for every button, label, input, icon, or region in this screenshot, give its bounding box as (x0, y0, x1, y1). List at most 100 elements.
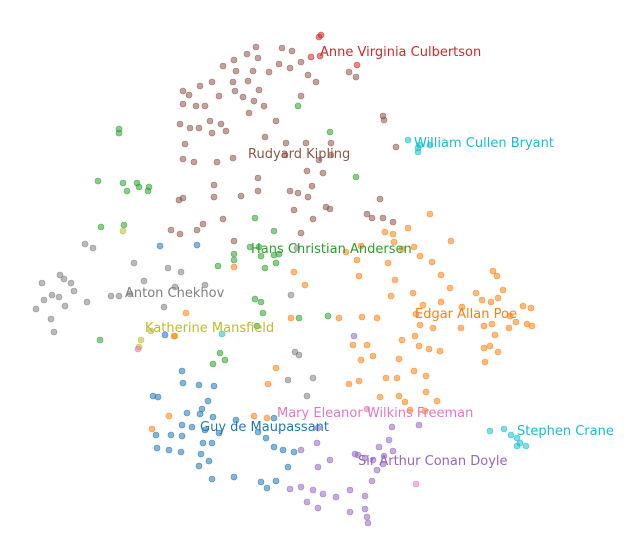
data-point (89, 244, 97, 252)
data-point (286, 485, 294, 493)
data-point (209, 360, 217, 368)
data-point (243, 50, 251, 58)
data-point (414, 148, 422, 156)
data-point (55, 293, 63, 301)
data-point (412, 310, 420, 318)
data-point (263, 414, 271, 422)
cluster-label-rudyard-kipling: Rudyard Kipling (248, 147, 350, 162)
data-point (494, 294, 502, 302)
data-point (297, 446, 305, 454)
data-point (178, 432, 186, 440)
data-point (179, 379, 187, 387)
data-point (390, 238, 398, 246)
data-point (222, 127, 230, 135)
data-point (246, 243, 254, 251)
data-point (130, 259, 138, 267)
data-point (205, 457, 213, 465)
data-point (519, 302, 527, 310)
data-point (251, 295, 259, 303)
data-point (123, 187, 131, 195)
data-point (154, 393, 162, 401)
data-point (364, 519, 372, 527)
data-point (239, 93, 247, 101)
data-point (254, 174, 262, 182)
data-point (270, 227, 278, 235)
data-point (270, 414, 278, 422)
data-point (60, 275, 68, 283)
data-point (401, 398, 409, 406)
data-point (206, 117, 214, 125)
data-point (221, 356, 229, 364)
data-point (81, 240, 89, 248)
data-point (478, 296, 486, 304)
data-point (416, 321, 424, 329)
data-point (488, 320, 496, 328)
data-point (281, 151, 289, 159)
data-point (426, 210, 434, 218)
data-point (494, 348, 502, 356)
data-point (446, 284, 454, 292)
cluster-label-katherine-mansfield: Katherine Mansfield (145, 321, 274, 336)
data-point (437, 271, 445, 279)
data-point (254, 54, 262, 62)
data-point (275, 250, 283, 258)
data-point (176, 230, 184, 238)
data-point (152, 431, 160, 439)
data-point (294, 102, 302, 110)
data-point (178, 421, 186, 429)
data-point (382, 374, 390, 382)
data-point (355, 272, 363, 280)
data-point (115, 292, 123, 300)
data-point (177, 268, 185, 276)
data-point (480, 344, 488, 352)
data-point (481, 358, 489, 366)
data-point (83, 298, 91, 306)
data-point (120, 221, 128, 229)
data-point (290, 206, 298, 214)
data-point (177, 448, 185, 456)
data-point (303, 392, 311, 400)
cluster-label-anton-chekhov: Anton Chekhov (125, 286, 225, 301)
data-point (147, 327, 155, 335)
data-point (201, 281, 209, 289)
data-point (346, 508, 354, 516)
data-point (392, 143, 400, 151)
data-point (257, 252, 265, 260)
data-point (284, 376, 292, 384)
data-point (210, 181, 218, 189)
data-point (38, 279, 46, 287)
data-point (352, 173, 360, 181)
data-point (260, 102, 268, 110)
data-point (275, 60, 283, 68)
data-point (144, 187, 152, 195)
data-point (436, 347, 444, 355)
data-point (176, 120, 184, 128)
data-point (363, 513, 371, 521)
series-edgar-allan-poe (148, 210, 536, 433)
data-point (369, 456, 377, 464)
data-point (393, 374, 401, 382)
data-point (216, 349, 224, 357)
data-point (261, 264, 269, 272)
data-point (115, 129, 123, 137)
data-point (156, 242, 164, 250)
data-point (528, 322, 536, 330)
data-point (134, 345, 142, 353)
data-point (308, 182, 316, 190)
data-point (357, 356, 365, 364)
data-point (369, 352, 377, 360)
data-point (349, 341, 357, 349)
data-point (199, 220, 207, 228)
data-point (47, 315, 55, 323)
data-point (230, 250, 238, 258)
data-point (316, 52, 324, 60)
data-point (237, 192, 245, 200)
data-point (193, 226, 201, 234)
data-point (229, 154, 237, 162)
data-point (389, 218, 397, 226)
data-point (346, 486, 354, 494)
data-point (327, 151, 335, 159)
data-point (160, 303, 168, 311)
data-point (368, 477, 376, 485)
data-point (257, 478, 265, 486)
